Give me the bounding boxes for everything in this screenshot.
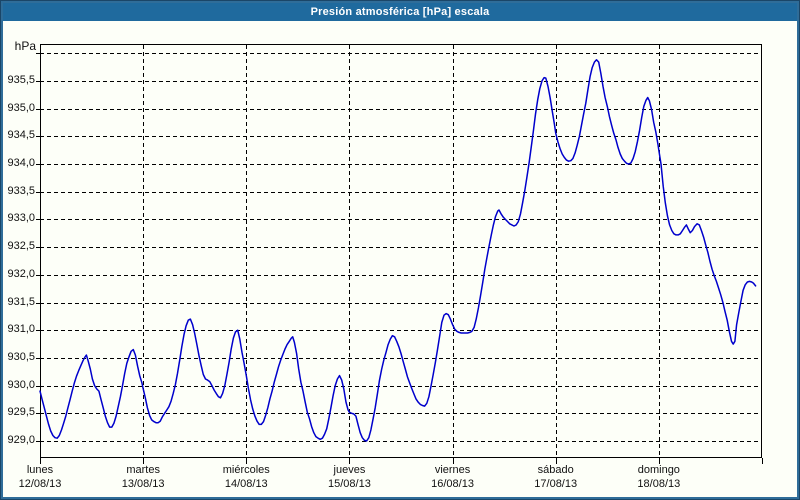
y-axis-unit-label: hPa [14, 39, 36, 53]
y-axis-tick-label: 931,0 [7, 323, 35, 336]
x-axis-date-label: 18/08/13 [637, 478, 681, 490]
x-axis-date-label: 13/08/13 [121, 478, 165, 490]
y-axis-tick-label: 929,0 [7, 434, 35, 446]
x-axis-weekday-label: domingo [637, 464, 680, 476]
pressure-line-chart [36, 44, 763, 464]
y-axis-tick-label: 935,5 [7, 73, 35, 86]
y-axis-tick-label: 932,0 [7, 267, 35, 280]
y-axis-tick-label: 929,5 [7, 406, 35, 419]
x-axis-date-label: 15/08/13 [328, 478, 371, 490]
y-axis-tick-label: 930,0 [7, 378, 35, 391]
y-axis-tick-label: 930,5 [7, 350, 35, 363]
x-axis-weekday-label: martes [126, 464, 160, 476]
x-axis-weekday-label: viernes [434, 464, 471, 476]
x-axis-date-label: 12/08/13 [18, 478, 62, 490]
x-axis-weekday-label: sábado [537, 464, 574, 476]
x-axis-date-label: 14/08/13 [224, 478, 268, 490]
x-axis-weekday-label: jueves [333, 464, 366, 476]
chart-title: Presión atmosférica [hPa] escala [310, 6, 490, 18]
y-axis-tick-label: 935,0 [7, 101, 35, 114]
x-axis-date-label: 17/08/13 [534, 478, 578, 490]
y-axis-tick-label: 931,5 [7, 295, 35, 308]
y-axis-tick-label: 933,5 [7, 184, 35, 197]
plot-border [40, 44, 762, 458]
x-axis-weekday-label: lunes [26, 464, 54, 476]
x-axis-date-label: 16/08/13 [431, 478, 474, 490]
y-axis-tick-label: 933,0 [7, 212, 35, 225]
pressure-series-line [39, 59, 757, 442]
x-axis-weekday-label: miércoles [222, 464, 270, 476]
y-axis-tick-label: 934,5 [7, 129, 35, 142]
y-axis-tick-label: 932,5 [7, 240, 35, 253]
window-title-bar: Presión atmosférica [hPa] escala [3, 3, 797, 21]
y-axis-tick-label: 934,0 [7, 157, 35, 169]
